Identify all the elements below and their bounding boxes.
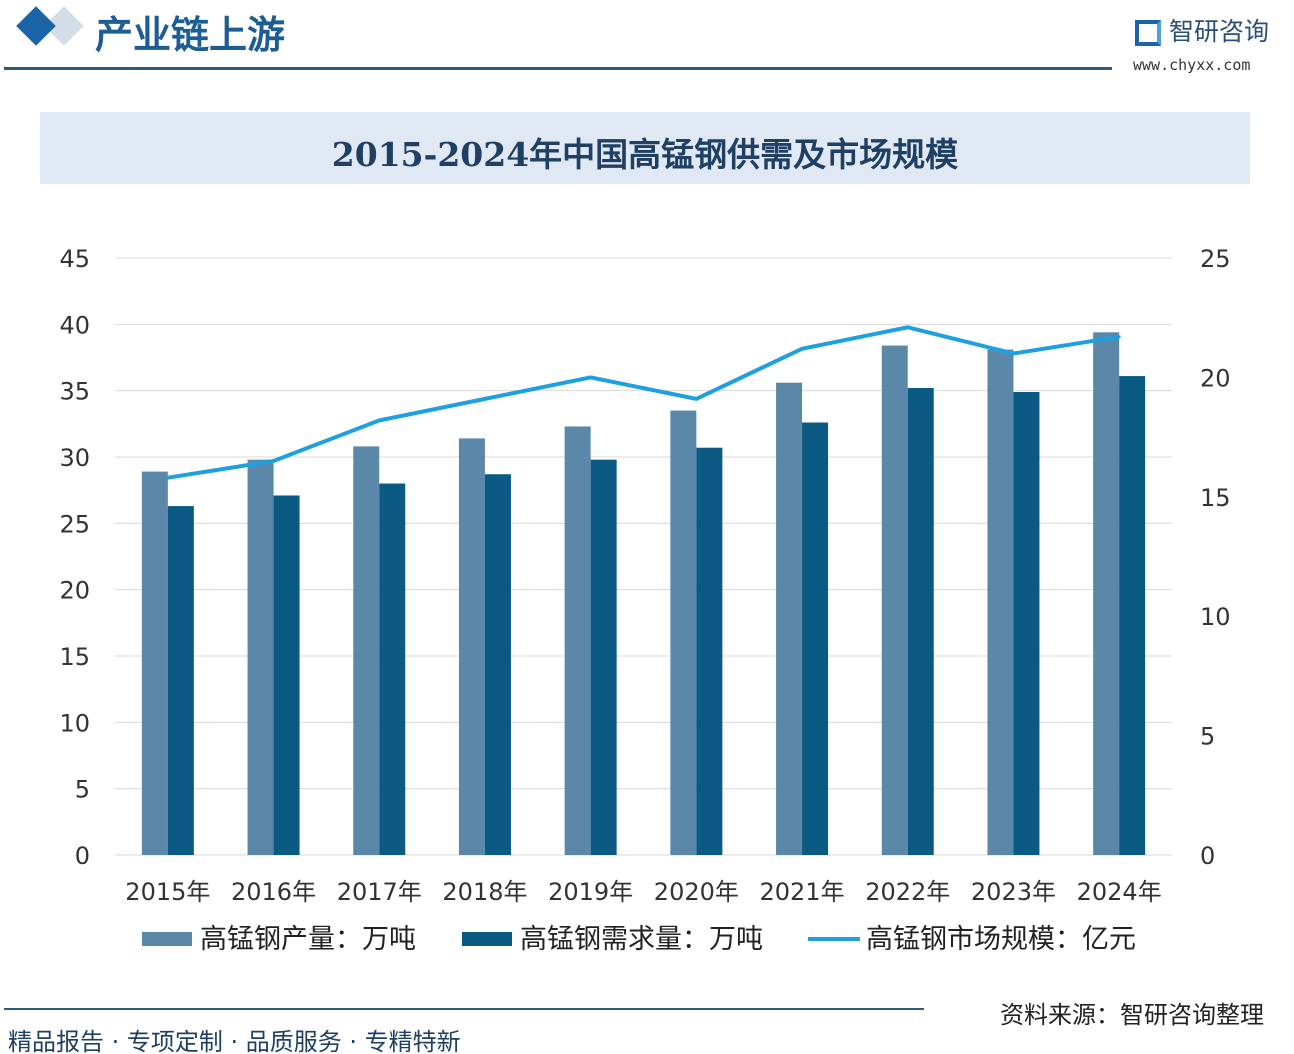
y-right-tick-label: 0 bbox=[1200, 842, 1215, 870]
y-left-tick-label: 5 bbox=[75, 776, 90, 804]
y-left-tick-label: 20 bbox=[59, 577, 90, 605]
legend-swatch bbox=[462, 932, 512, 946]
y-left-tick-label: 40 bbox=[59, 311, 90, 339]
y-right-tick-label: 15 bbox=[1200, 484, 1231, 512]
x-tick-label: 2015年 bbox=[125, 878, 210, 906]
bar-production bbox=[987, 349, 1014, 855]
y-right-tick-label: 10 bbox=[1200, 603, 1231, 631]
legend-swatch bbox=[142, 932, 192, 946]
x-tick-label: 2023年 bbox=[971, 878, 1056, 906]
bar-demand bbox=[696, 447, 723, 855]
bar-production bbox=[141, 471, 168, 855]
y-left-tick-label: 30 bbox=[59, 444, 90, 472]
y-right-tick-label: 25 bbox=[1200, 245, 1231, 273]
y-left-tick-label: 0 bbox=[75, 842, 90, 870]
line-point bbox=[906, 325, 910, 329]
x-tick-label: 2019年 bbox=[548, 878, 633, 906]
bar-production bbox=[670, 410, 697, 855]
title-banner: 2015-2024年中国高锰钢供需及市场规模 bbox=[40, 112, 1250, 184]
bar-demand bbox=[907, 388, 934, 855]
bar-demand bbox=[484, 474, 511, 855]
y-left-tick-label: 10 bbox=[59, 709, 90, 737]
y-right-tick-label: 20 bbox=[1200, 364, 1231, 392]
x-tick-label: 2024年 bbox=[1077, 878, 1162, 906]
chart-title: 2015-2024年中国高锰钢供需及市场规模 bbox=[331, 135, 959, 174]
legend-label: 高锰钢产量：万吨 bbox=[200, 924, 416, 955]
brand-logo: 智研咨询 bbox=[1135, 12, 1269, 48]
bar-demand bbox=[273, 495, 300, 855]
line-point bbox=[694, 397, 698, 401]
bar-demand bbox=[802, 422, 829, 855]
bar-production bbox=[881, 345, 908, 855]
y-left-tick-label: 45 bbox=[59, 245, 90, 273]
section-title: 产业链上游 bbox=[95, 12, 286, 57]
footer-divider bbox=[4, 1008, 924, 1010]
x-tick-label: 2021年 bbox=[760, 878, 845, 906]
legend-label: 高锰钢市场规模：亿元 bbox=[866, 924, 1136, 955]
logo-icon bbox=[1135, 20, 1161, 46]
bar-demand bbox=[1013, 391, 1040, 855]
brand-name: 智研咨询 bbox=[1169, 17, 1270, 46]
x-tick-label: 2020年 bbox=[654, 878, 739, 906]
line-point bbox=[589, 375, 593, 379]
x-tick-label: 2022年 bbox=[865, 878, 950, 906]
bar-demand bbox=[590, 459, 617, 855]
y-left-tick-label: 35 bbox=[59, 378, 90, 406]
slogan: 精品报告 · 专项定制 · 品质服务 · 专精特新 bbox=[8, 1028, 461, 1054]
bar-demand bbox=[379, 483, 406, 855]
bar-demand bbox=[1119, 376, 1146, 855]
bar-production bbox=[353, 446, 380, 855]
line-point bbox=[1011, 352, 1015, 356]
y-left-tick-label: 15 bbox=[59, 643, 90, 671]
legend-label: 高锰钢需求量：万吨 bbox=[520, 924, 763, 955]
bar-production bbox=[1093, 332, 1120, 855]
chart: 0 5 10 15 20 25 30 35 40 45 0 5 10 15 20 25 2015年 2016年 20… bbox=[59, 245, 1231, 955]
bar-production bbox=[776, 382, 803, 855]
line-point bbox=[166, 476, 170, 480]
x-tick-label: 2017年 bbox=[337, 878, 422, 906]
y-right-tick-label: 5 bbox=[1200, 723, 1215, 751]
y-left-tick-label: 25 bbox=[59, 510, 90, 538]
line-point bbox=[800, 347, 804, 351]
brand-url: www.chyxx.com bbox=[1133, 56, 1251, 74]
bar-production bbox=[458, 438, 485, 855]
line-point bbox=[1117, 335, 1121, 339]
x-tick-label: 2018年 bbox=[442, 878, 527, 906]
bar-production bbox=[247, 459, 274, 855]
line-market-size bbox=[167, 325, 1120, 480]
bar-production bbox=[564, 426, 591, 855]
source-note: 资料来源：智研咨询整理 bbox=[1000, 1001, 1264, 1029]
line-point bbox=[272, 459, 276, 463]
x-tick-label: 2016年 bbox=[231, 878, 316, 906]
line-point bbox=[377, 418, 381, 422]
line-point bbox=[483, 397, 487, 401]
bar-demand bbox=[167, 506, 194, 855]
header-divider bbox=[4, 67, 1112, 70]
